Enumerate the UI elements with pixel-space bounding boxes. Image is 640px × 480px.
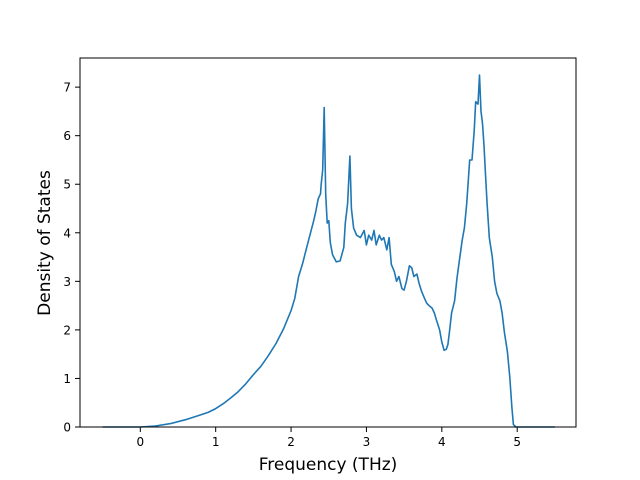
- y-tick-label: 5: [63, 178, 71, 192]
- y-tick-label: 6: [63, 129, 71, 143]
- x-tick-label: 3: [363, 435, 371, 449]
- y-tick-label: 3: [63, 275, 71, 289]
- series-layer: [102, 74, 555, 428]
- y-tick-label: 7: [63, 81, 71, 95]
- y-tick-label: 2: [63, 323, 71, 337]
- x-axis-label: Frequency (THz): [259, 455, 398, 475]
- x-tick-label: 0: [136, 435, 144, 449]
- plot-area-frame: [79, 57, 577, 428]
- x-tick-label: 2: [287, 435, 295, 449]
- y-tick-label: 0: [63, 421, 71, 435]
- x-ticks: 0 1 2 3 4 5: [136, 427, 521, 449]
- dos-line: [102, 74, 555, 428]
- y-tick-label: 4: [63, 226, 71, 240]
- y-tick-label: 1: [63, 372, 71, 386]
- x-tick-label: 5: [513, 435, 521, 449]
- x-tick-label: 1: [212, 435, 220, 449]
- y-ticks: 0 1 2 3 4 5 6 7: [63, 81, 80, 435]
- x-tick-label: 4: [438, 435, 446, 449]
- y-axis-label: Density of States: [35, 170, 55, 316]
